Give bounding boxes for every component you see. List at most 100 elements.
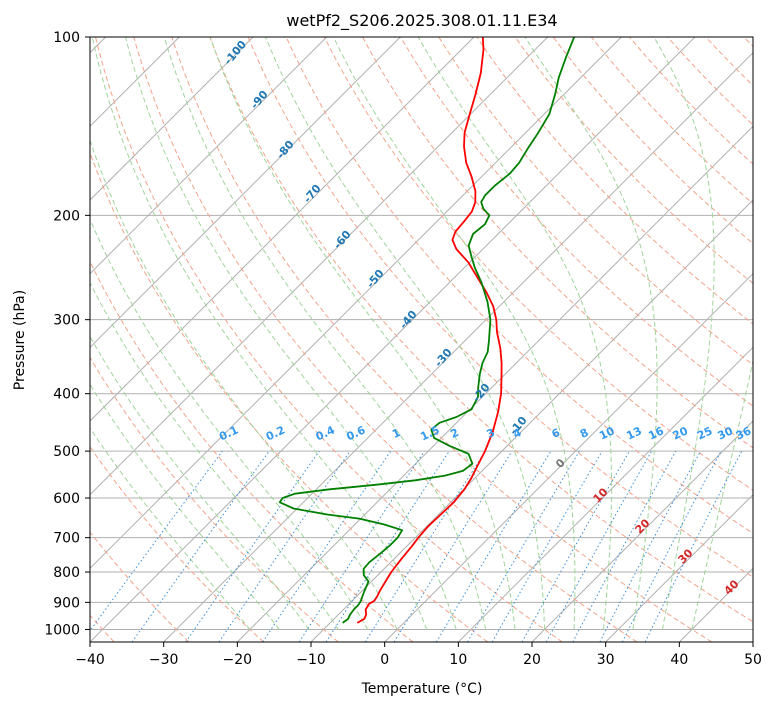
chart-title: wetPf2_S206.2025.308.01.11.E34	[286, 11, 557, 31]
mixing-ratio-label-0.4: 0.4	[314, 423, 337, 443]
dry-adiabat-130	[514, 37, 753, 285]
plot-frame	[89, 36, 754, 643]
dry-adiabat-110	[438, 37, 753, 366]
dry-adiabat-80	[323, 37, 753, 491]
mixing-ratio-label-20: 20	[671, 424, 691, 442]
isotherm--30	[163, 51, 753, 642]
moist-adiabat-label-10: 10	[591, 485, 611, 505]
y-tick-label: 600	[53, 491, 80, 507]
dry-adiabat-label--50: -50	[364, 267, 387, 291]
y-tick-label: 200	[53, 208, 80, 224]
moist-adiabat-4	[91, 37, 428, 630]
x-tick-label: −30	[149, 652, 179, 668]
x-axis-label: Temperature (°C)	[361, 681, 483, 697]
dry-adiabat-10	[90, 151, 488, 642]
dry-adiabat-label--30: -30	[432, 346, 455, 370]
temperature-profile	[356, 37, 503, 624]
dry-adiabat-30	[133, 37, 638, 642]
x-tick-label: 20	[523, 652, 541, 668]
moist-adiabat--8	[90, 281, 339, 630]
isotherm-30	[605, 493, 753, 642]
moist-adiabat-36	[653, 37, 715, 630]
dry-adiabat--30	[90, 531, 190, 642]
dry-adiabat-190	[743, 37, 753, 48]
isotherm-20	[531, 420, 753, 642]
x-tick-label: 10	[449, 652, 467, 668]
mixing-ratio-label-0.1: 0.1	[217, 423, 240, 443]
mixing-ratio-line-13	[521, 450, 630, 642]
mixing-ratio-line-1.5	[298, 450, 425, 642]
isotherm--80	[90, 37, 401, 349]
series-layer	[278, 37, 576, 624]
isotherm-50	[752, 641, 753, 642]
mixing-ratio-label-1: 1	[390, 426, 402, 441]
dry-adiabat-label--80: -80	[274, 138, 297, 162]
y-tick-label: 100	[53, 30, 80, 46]
isotherm--70	[90, 37, 475, 422]
moist-adiabat--4	[90, 218, 369, 630]
mixing-ratio-label-36: 36	[734, 424, 754, 442]
dry-adiabat--10	[90, 356, 339, 642]
mixing-ratio-line-1	[262, 450, 392, 642]
x-tick-label: 0	[380, 652, 389, 668]
mixing-ratio-line-4	[393, 450, 513, 642]
dry-adiabat--20	[90, 445, 264, 642]
mixing-ratio-line-0.4	[185, 450, 320, 642]
y-tick-label: 500	[53, 444, 80, 460]
mixing-ratio-label-16: 16	[646, 424, 666, 442]
dry-adiabat-100	[400, 37, 753, 407]
y-axis-label: Pressure (hPa)	[12, 290, 28, 390]
y-tick-label: 900	[53, 595, 80, 611]
mixing-ratio-line-30	[621, 450, 722, 642]
moist-adiabat-label-40: 40	[722, 577, 742, 597]
mixing-ratio-label-30: 30	[716, 424, 736, 442]
moist-adiabat-label-20: 20	[633, 516, 653, 536]
moist-adiabat-8	[125, 37, 457, 630]
y-tick-label: 400	[53, 387, 80, 403]
mixing-ratio-label-25: 25	[695, 424, 714, 442]
isotherm-10	[457, 346, 753, 642]
mixing-ratio-label-0.6: 0.6	[344, 423, 367, 443]
mixing-ratio-line-36	[644, 450, 743, 642]
isotherm--90	[90, 37, 328, 275]
dry-adiabat-20	[95, 37, 563, 642]
dry-adiabat-90	[362, 37, 753, 449]
mixing-ratio-line-2	[325, 450, 450, 642]
moist-adiabat-28	[417, 37, 613, 630]
grid-layer	[90, 37, 753, 642]
isotherm--50	[90, 37, 622, 570]
moist-adiabat-24	[333, 37, 576, 630]
moist-adiabat-40	[691, 358, 753, 630]
y-tick-label: 1000	[44, 622, 80, 638]
dry-adiabat-180	[705, 37, 753, 87]
x-tick-label: 50	[744, 652, 762, 668]
isotherm--60	[90, 37, 549, 496]
moist-adiabat-12	[163, 37, 487, 630]
y-tick-label: 700	[53, 531, 80, 547]
dry-adiabat-label--70: -70	[301, 182, 324, 206]
dry-adiabat-50	[209, 37, 753, 623]
isotherm--40	[90, 37, 696, 642]
x-tick-label: −20	[223, 652, 253, 668]
x-tick-label: −10	[296, 652, 326, 668]
axis-layer: −40 −30 −20 −10 0 10 20 30 40 50 1000 900 800 700 600 5…	[44, 30, 762, 668]
dry-adiabat-label--60: -60	[331, 228, 354, 252]
moist-adiabat--20	[90, 427, 251, 630]
isotherm-40	[678, 567, 753, 642]
moist-adiabat-label-30: 30	[676, 546, 696, 566]
mixing-ratio-label-0.2: 0.2	[264, 423, 287, 443]
x-tick-label: 40	[670, 652, 688, 668]
mixing-ratio-line-0.6	[218, 450, 351, 642]
mixing-ratio-line-0.1	[90, 450, 223, 632]
isotherm--10	[310, 199, 753, 642]
mixing-ratio-line-16	[545, 450, 653, 642]
dry-adiabat-60	[247, 37, 753, 578]
mixing-ratio-label-10: 10	[597, 424, 617, 442]
moist-adiabat--12	[90, 335, 310, 630]
moist-adiabat-20	[265, 37, 546, 630]
x-tick-label: 30	[597, 652, 615, 668]
isotherm--100	[90, 37, 254, 201]
dry-adiabat-label--40: -40	[397, 308, 420, 332]
moist-adiabat-16	[209, 37, 516, 630]
